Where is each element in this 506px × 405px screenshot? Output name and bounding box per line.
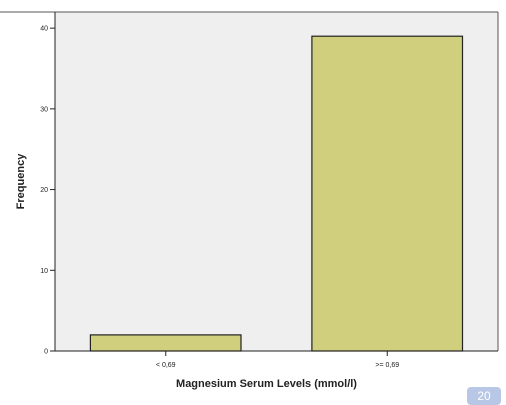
bar-0 <box>89 334 242 352</box>
y-tick-label: 30 <box>40 106 48 113</box>
y-tick-label: 20 <box>40 187 48 194</box>
y-ticks-group: 0 10 20 30 40 <box>40 26 55 356</box>
y-tick-label: 40 <box>40 26 48 33</box>
x-tick-label: < 0,69 <box>156 362 176 369</box>
bar-1 <box>311 35 464 352</box>
x-tick-label: >= 0,69 <box>375 362 399 369</box>
x-ticks-group: < 0,69 >= 0,69 <box>156 351 399 369</box>
y-axis-title: Frequency <box>15 153 27 210</box>
x-axis-title: Magnesium Serum Levels (mmol/l) <box>176 378 357 390</box>
y-tick-label: 0 <box>44 349 48 356</box>
y-tick-label: 10 <box>40 268 48 275</box>
page-number-badge: 20 <box>467 387 501 405</box>
bars-group <box>89 35 464 352</box>
